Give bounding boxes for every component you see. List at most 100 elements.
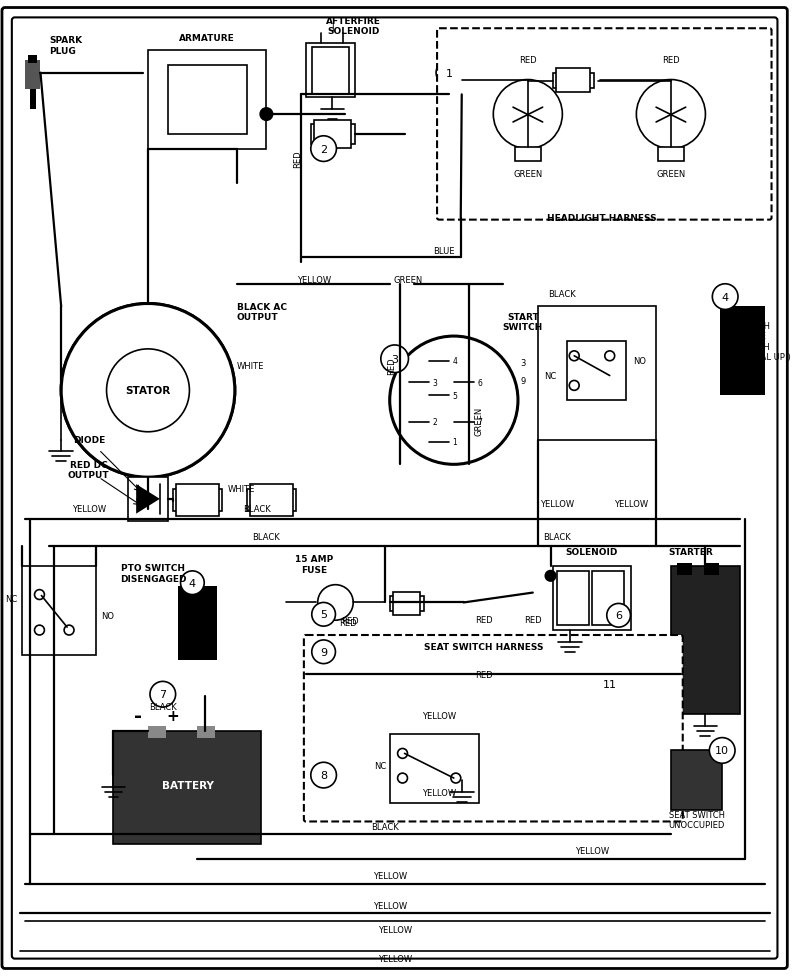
Text: NO: NO <box>101 612 114 620</box>
Circle shape <box>261 109 272 121</box>
Bar <box>66 377 88 404</box>
Circle shape <box>34 590 44 600</box>
Text: RED: RED <box>339 618 357 627</box>
Text: 9: 9 <box>320 647 327 658</box>
Text: GREEN: GREEN <box>394 276 423 285</box>
Text: RED: RED <box>294 150 302 168</box>
Bar <box>134 451 162 473</box>
Text: 8: 8 <box>320 770 327 781</box>
Text: WHITE: WHITE <box>237 361 264 371</box>
Bar <box>314 121 351 149</box>
Bar <box>176 485 219 516</box>
Bar <box>194 409 226 444</box>
Bar <box>246 489 296 511</box>
Bar <box>25 61 41 90</box>
Text: 7: 7 <box>159 690 166 700</box>
Text: -: - <box>134 706 142 726</box>
Text: 3: 3 <box>391 355 398 364</box>
Text: 5: 5 <box>320 610 327 619</box>
Circle shape <box>318 585 354 620</box>
Circle shape <box>398 774 407 784</box>
Text: GREEN: GREEN <box>656 170 686 179</box>
Text: YELLOW: YELLOW <box>422 788 456 797</box>
Text: YELLOW: YELLOW <box>297 276 331 285</box>
Text: 6: 6 <box>477 378 482 388</box>
Text: 1: 1 <box>453 438 458 446</box>
Text: RED: RED <box>387 358 396 375</box>
Text: HEADLIGHT HARNESS: HEADLIGHT HARNESS <box>547 214 657 223</box>
Circle shape <box>61 304 235 478</box>
Text: YELLOW: YELLOW <box>422 711 456 721</box>
Bar <box>553 567 631 630</box>
Circle shape <box>64 625 74 635</box>
Bar <box>70 338 102 373</box>
Text: RED: RED <box>662 57 680 65</box>
Bar <box>312 48 350 95</box>
Text: BLACK: BLACK <box>242 505 270 514</box>
Text: RED: RED <box>342 616 359 625</box>
Bar <box>558 572 589 625</box>
Bar <box>671 567 740 714</box>
Text: ARMATURE: ARMATURE <box>179 33 235 43</box>
Text: 3: 3 <box>520 359 526 367</box>
Bar <box>70 409 102 444</box>
Text: 3: 3 <box>433 378 438 388</box>
Bar <box>208 377 230 404</box>
Bar <box>28 56 38 64</box>
Bar <box>166 436 201 469</box>
Bar <box>557 68 590 93</box>
Circle shape <box>570 381 579 391</box>
Text: CLUTCH
BRAKE
SWITCH
( PEDAL UP ): CLUTCH BRAKE SWITCH ( PEDAL UP ) <box>738 321 790 361</box>
Circle shape <box>312 640 335 664</box>
Text: 2: 2 <box>433 418 438 427</box>
Bar <box>148 726 166 738</box>
Text: 9: 9 <box>520 376 526 386</box>
Bar <box>250 485 293 516</box>
Text: NC: NC <box>6 594 18 604</box>
Text: PTO SWITCH
DISENGAGED: PTO SWITCH DISENGAGED <box>120 564 186 583</box>
Bar <box>166 314 201 346</box>
Circle shape <box>310 137 337 162</box>
Text: NC: NC <box>545 371 557 381</box>
Text: I: I <box>331 23 334 32</box>
Text: YELLOW: YELLOW <box>575 846 609 855</box>
Text: SEAT SWITCH
UNOCCUPIED: SEAT SWITCH UNOCCUPIED <box>668 810 725 829</box>
Bar <box>671 750 722 810</box>
Text: BLACK: BLACK <box>549 290 576 299</box>
Bar <box>30 90 35 110</box>
Bar <box>515 148 541 162</box>
Text: RED: RED <box>519 57 537 65</box>
Bar <box>168 65 246 135</box>
Circle shape <box>390 337 518 465</box>
Text: YELLOW: YELLOW <box>378 924 412 934</box>
Text: NC: NC <box>374 761 386 770</box>
Bar <box>658 148 684 162</box>
Text: 5: 5 <box>452 392 458 401</box>
Bar <box>661 148 681 159</box>
FancyBboxPatch shape <box>304 635 682 822</box>
Bar <box>194 338 226 373</box>
Text: START
SWITCH: START SWITCH <box>502 313 543 331</box>
Bar <box>567 342 626 401</box>
Text: BLACK: BLACK <box>543 532 571 541</box>
Circle shape <box>61 304 235 478</box>
Text: +: + <box>166 708 179 724</box>
Text: YELLOW: YELLOW <box>378 955 412 963</box>
Circle shape <box>597 672 622 698</box>
Text: WHITE: WHITE <box>228 485 255 494</box>
Circle shape <box>106 350 190 432</box>
Text: BLACK: BLACK <box>253 532 280 541</box>
Bar <box>538 307 656 441</box>
Bar <box>22 567 96 655</box>
Bar <box>390 734 478 803</box>
Circle shape <box>34 625 44 635</box>
Text: STARTER: STARTER <box>668 547 713 556</box>
Bar <box>705 564 719 575</box>
Bar <box>518 148 538 159</box>
Bar <box>677 564 692 575</box>
Text: 4: 4 <box>452 357 458 365</box>
Text: NO: NO <box>633 357 646 365</box>
Text: 10: 10 <box>715 745 730 755</box>
Polygon shape <box>136 485 160 514</box>
Bar <box>592 572 623 625</box>
